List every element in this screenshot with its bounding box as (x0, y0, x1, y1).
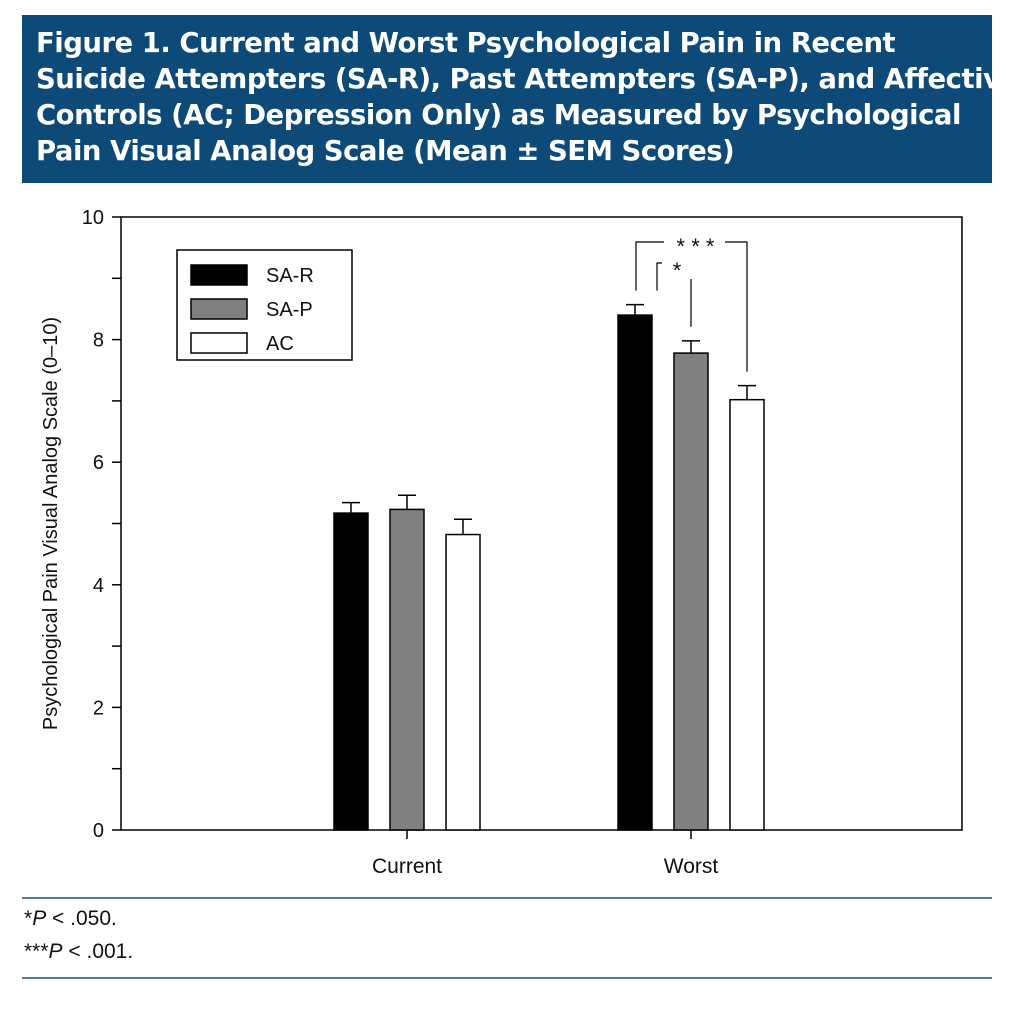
sig-bracket-inner (656, 262, 662, 291)
x-tick-label: Worst (664, 855, 719, 878)
figure-title: Figure 1. Current and Worst Psychologica… (22, 15, 1019, 183)
legend-label: SA-P (266, 299, 313, 321)
footnote-1-text: < .050. (46, 907, 117, 930)
x-tick-label: Current (372, 855, 442, 878)
y-tick-label: 8 (93, 330, 104, 352)
divider-top (22, 897, 992, 899)
title-line-1: Figure 1. Current and Worst Psychologica… (36, 27, 896, 59)
bar (333, 512, 369, 831)
legend-swatch (190, 264, 248, 286)
y-tick-label: 6 (93, 452, 104, 474)
divider-bottom (22, 977, 992, 979)
footnote-2-stars: *** (24, 940, 49, 963)
sig-label-inner: * (673, 258, 682, 283)
sig-bracket-outer (725, 241, 748, 372)
footnote-1: *P < .050. (24, 907, 117, 931)
y-tick-label: 10 (82, 207, 104, 229)
title-line-4: Pain Visual Analog Scale (Mean ± SEM Sco… (36, 135, 735, 167)
title-line-3: Controls (AC; Depression Only) as Measur… (36, 99, 961, 131)
bar (445, 533, 481, 831)
footnote-1-stars: * (24, 907, 33, 930)
y-tick-label: 0 (93, 820, 104, 842)
y-tick-label: 4 (93, 575, 104, 597)
legend-label: SA-R (266, 265, 314, 287)
bar (729, 398, 765, 831)
y-tick-label: 2 (93, 697, 104, 719)
legend-swatch (190, 332, 248, 354)
bar-chart: 0 2 4 6 8 10 Psychological Pain Visual Analog … (40, 207, 963, 878)
title-line-2: Suicide Attempters (SA-R), Past Attempte… (36, 63, 1019, 95)
sig-bracket-outer (635, 241, 664, 291)
bar (389, 508, 425, 831)
footnote-1-p: P (32, 907, 47, 930)
footnote-2-text: < .001. (62, 940, 134, 963)
y-axis-label: Psychological Pain Visual Analog Scale (… (40, 317, 62, 730)
legend-label: AC (266, 333, 294, 355)
bar (673, 352, 709, 831)
footnote-2-p: P (48, 940, 63, 963)
legend-swatch (190, 298, 248, 320)
footnote-2: ***P < .001. (24, 940, 133, 964)
bar (617, 314, 653, 831)
sig-label-outer: * * * (677, 234, 715, 259)
